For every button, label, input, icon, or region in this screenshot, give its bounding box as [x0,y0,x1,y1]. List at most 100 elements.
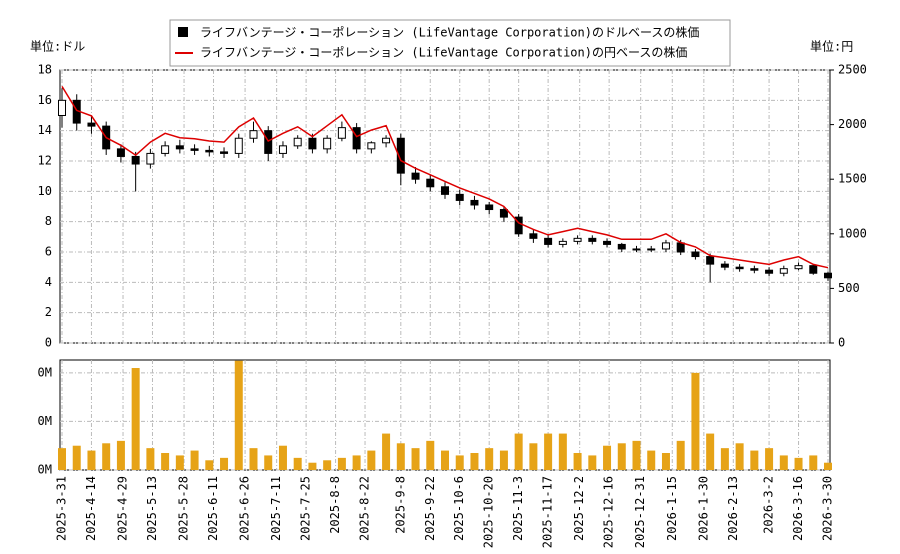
plot-frame [59,69,831,344]
volume-bar [146,448,155,470]
candle-body [234,137,243,154]
candle-body [264,130,273,154]
volume-bar [220,457,229,470]
x-tick-label: 2025-10-6 [452,476,466,541]
candle-body [765,269,774,274]
volume-bar [558,433,567,470]
x-tick-label: 2025-4-29 [116,476,130,541]
y-tick-label: 6 [45,245,52,259]
candle-body [131,155,140,165]
volume-bar [72,445,81,470]
y2-tick-label: 1000 [838,226,867,240]
y-tick-label: 18 [38,63,52,77]
candle-body [676,242,685,253]
volume-bar [264,455,273,470]
x-tick-label: 2025-5-28 [177,476,191,541]
y2-tick-label: 0 [838,336,845,350]
volume-bar [485,448,494,470]
candle-body [323,137,332,150]
x-tick-label: 2025-12-2 [572,476,586,541]
volume-bar [529,443,538,470]
candle-body [735,266,744,270]
candle-body [116,148,125,157]
candle-body [205,149,214,153]
candle-body [779,268,788,274]
volume-bar [116,440,125,470]
candle-body [293,137,302,147]
candle-body [824,272,832,279]
volume-bar [131,368,140,470]
volume-bar [87,450,96,470]
candle-body [220,151,229,154]
volume-bar [750,450,759,470]
volume-bar [514,433,523,470]
x-tick-label: 2026-3-16 [791,476,805,541]
candle-body [352,127,361,150]
x-tick-label: 2025-12-31 [633,476,647,548]
volume-tick-label: 0M [38,463,52,477]
y-tick-label: 16 [38,93,52,107]
x-tick-label: 2025-9-22 [423,476,437,541]
volume-bar [161,453,170,470]
candle-body [190,148,199,151]
candle-body [146,152,155,165]
legend-swatch [178,27,188,37]
x-tick-label: 2026-1-15 [665,476,679,541]
candle-body [794,265,803,270]
volume-bar [367,450,376,470]
volume-bar [396,443,405,470]
x-tick-label: 2025-6-11 [206,476,220,541]
candle-body [809,265,818,274]
y-tick-label: 8 [45,214,52,228]
x-tick-label: 2025-11-3 [511,476,525,541]
y2-tick-label: 500 [838,281,860,295]
volume-bar [706,433,715,470]
price-line [61,86,829,269]
candle-body [87,122,96,127]
volume-bar [308,462,317,470]
x-tick-label: 2025-7-11 [269,476,283,541]
candle-body [499,209,508,218]
y2-tick-label: 1500 [838,172,867,186]
candle-body [632,248,641,251]
volume-bar [720,448,729,470]
volume-bar [824,462,832,470]
legend-label: ライフバンテージ・コーポレーション (LifeVantage Corporati… [200,45,687,60]
volume-bar [809,455,818,470]
x-tick-label: 2025-5-13 [145,476,159,541]
candle-body [529,233,538,239]
volume-bar [455,455,464,470]
volume-bar [234,360,243,470]
volume-bar [293,457,302,470]
candle-body [58,99,66,117]
candle-body [382,137,391,144]
volume-bar [632,440,641,470]
volume-bar [205,460,214,470]
volume-bar [617,443,626,470]
volume-bar [765,448,774,470]
volume-bar [175,455,184,470]
volume-bar [735,443,744,470]
volume-bar [544,433,553,470]
volume-bar [573,453,582,470]
volume-bar [794,457,803,470]
candle-body [661,242,670,250]
volume-bar [382,433,391,470]
y-tick-label: 2 [45,305,52,319]
x-tick-label: 2025-12-16 [602,476,616,548]
volume-bar [470,453,479,470]
y-tick-label: 12 [38,154,52,168]
x-tick-label: 2025-6-26 [238,476,252,541]
volume-bar [661,453,670,470]
x-tick-label: 2026-1-30 [696,476,710,541]
candle-body [396,137,405,174]
volume-bar [323,460,332,470]
x-tick-label: 2026-3-30 [821,476,835,541]
volume-bar [426,440,435,470]
volume-bar [102,443,111,470]
volume-bar [779,455,788,470]
y2-unit: 単位:円 [810,39,853,54]
legend-label: ライフバンテージ・コーポレーション (LifeVantage Corporati… [200,25,699,40]
volume-bar [352,455,361,470]
